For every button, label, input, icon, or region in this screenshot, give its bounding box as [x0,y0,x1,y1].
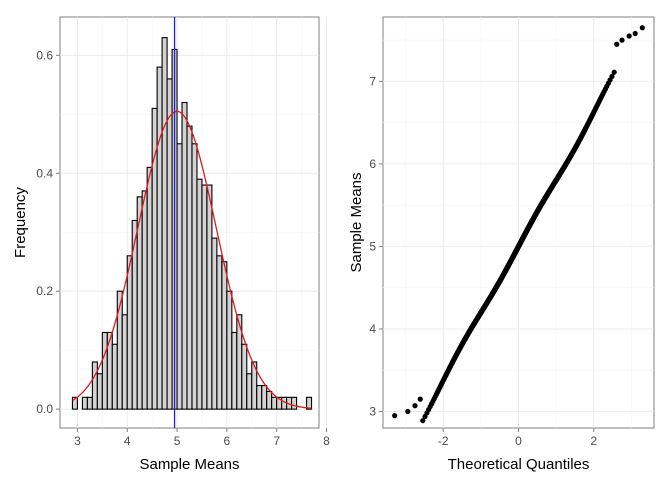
qq-y-tick-label: 4 [369,322,376,336]
histogram-density-curve [72,110,312,409]
qq-x-ticks: -2 0 2 [438,428,597,448]
qq-x-tick-label: -2 [438,434,449,448]
histogram-bar [101,331,108,410]
histogram-bar [156,66,163,410]
histogram-x-tick-label: 7 [273,434,280,448]
histogram-bar [216,255,223,410]
histogram-x-tick-label: 6 [224,434,231,448]
histogram-bar [161,37,168,410]
qq-x-axis-title: Theoretical Quantiles [448,456,590,473]
histogram-bar [191,143,198,410]
histogram-panel: 3 4 5 6 7 8 0.0 0.2 0.4 0.6 Sample Means Frequen… [12,16,330,473]
histogram-bar [71,396,78,410]
histogram-y-tick-label: 0.4 [36,166,53,180]
qq-gridlines [383,17,654,428]
histogram-bar [266,390,273,410]
qq-point [626,33,632,39]
histogram-bar [186,125,193,410]
qq-point [614,41,620,47]
qq-x-tick-label: 0 [515,434,522,448]
qq-y-tick-label: 6 [369,157,376,171]
histogram-bar [206,184,213,410]
histogram-bar [126,255,133,410]
histogram-bar [141,190,148,410]
qq-y-tick-label: 5 [369,239,376,253]
histogram-bar [291,396,298,410]
histogram-bar [271,396,278,410]
qq-point [619,37,625,43]
histogram-bar [241,343,248,410]
histogram-x-axis-title: Sample Means [139,456,239,473]
histogram-bar [221,261,228,410]
histogram-x-tick-label: 4 [124,434,131,448]
histogram-bar [151,107,158,410]
histogram-x-tick-label: 8 [323,434,330,448]
histogram-y-tick-label: 0.6 [36,48,53,62]
histogram-y-ticks: 0.0 0.2 0.4 0.6 [36,48,60,416]
histogram-y-tick-label: 0.0 [36,402,53,416]
histogram-bar [86,396,93,410]
qq-point [417,396,423,402]
qq-point [639,25,645,31]
histogram-bar [231,331,238,410]
histogram-y-tick-label: 0.2 [36,284,53,298]
qq-point [632,30,638,37]
histogram-bar [196,178,203,410]
histogram-y-axis-title: Frequency [12,187,29,258]
histogram-bar [211,237,218,410]
qq-point [611,69,617,75]
histogram-bar [111,343,118,410]
histogram-bar [256,384,263,410]
qq-y-axis-title: Sample Means [348,172,365,272]
qq-x-tick-label: 2 [590,434,597,448]
qq-point [609,73,615,79]
histogram-bar [146,166,153,410]
histogram-x-tick-label: 5 [174,434,181,448]
histogram-x-tick-label: 3 [74,434,81,448]
qq-plot-panel: -2 0 2 3 4 5 6 7 Theoretical Quantiles Sample … [348,16,655,473]
qq-y-ticks: 3 4 5 6 7 [369,74,383,418]
histogram-bar [201,184,208,410]
histogram-bar [261,384,268,410]
histogram-bar [176,143,183,410]
histogram-bar [181,101,188,410]
qq-point [405,408,411,415]
histogram-x-ticks: 3 4 5 6 7 8 [74,428,330,448]
histogram-bar [305,396,313,410]
histogram-bar [246,373,253,410]
qq-point [412,403,418,409]
histogram-bar [121,314,128,410]
histogram-bar [226,290,233,410]
qq-point [392,413,398,419]
histogram-bar [91,361,98,410]
qq-points [392,25,645,424]
qq-y-tick-label: 3 [369,404,376,418]
histogram-bar [116,290,123,410]
qq-point [420,418,426,424]
density-curve-line [72,110,312,409]
qq-y-tick-label: 7 [369,74,376,88]
histogram-bar [81,396,88,410]
histogram-bar [166,78,173,410]
histogram-bar [96,373,103,410]
